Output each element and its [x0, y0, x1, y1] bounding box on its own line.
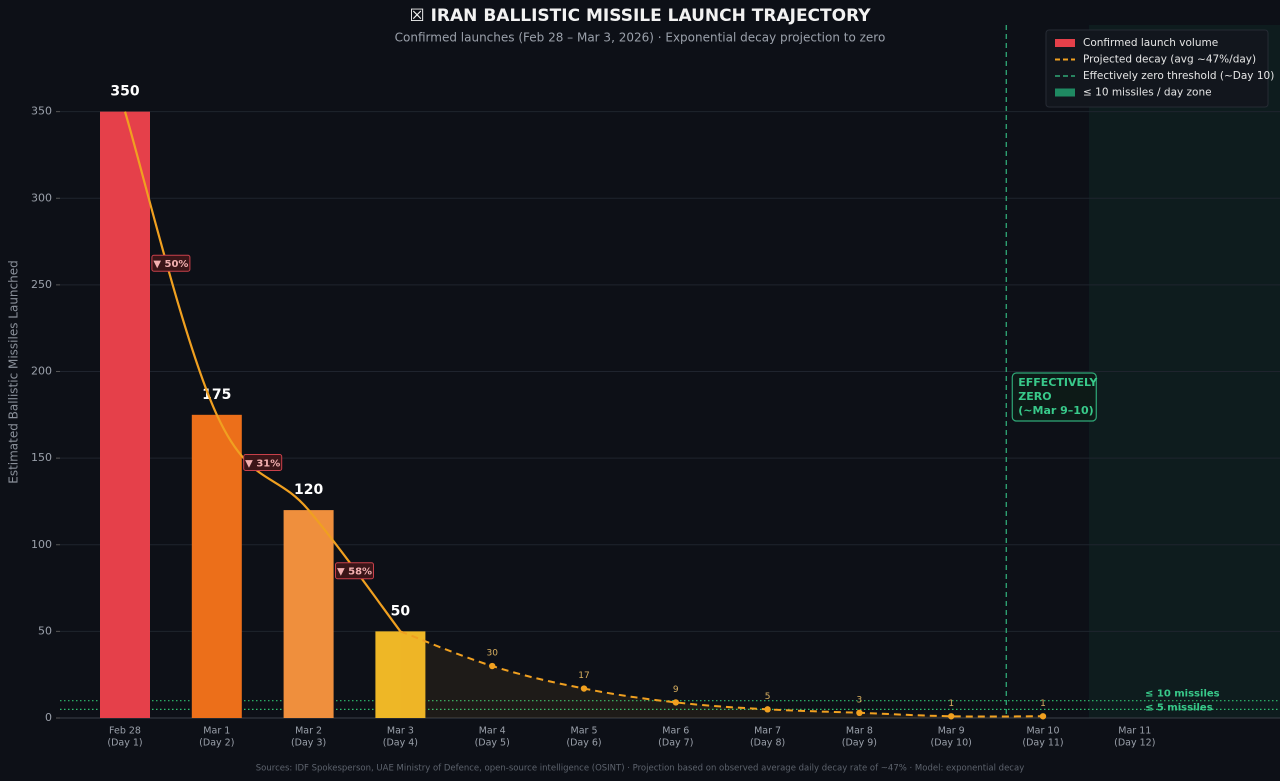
- projection-area: [400, 631, 1043, 718]
- projection-point: [764, 706, 771, 713]
- y-tick-label: 250: [31, 278, 52, 291]
- threshold-annotation: EFFECTIVELY: [1018, 376, 1098, 389]
- threshold-box: [1011, 372, 1097, 422]
- bar: [191, 414, 242, 718]
- drop-label: ▼ 50%: [153, 259, 188, 270]
- bar: [100, 111, 150, 718]
- x-tick-sublabel: (Day 7): [658, 738, 693, 749]
- x-tick-sublabel: (Day 11): [1022, 738, 1063, 749]
- bar: [283, 510, 334, 718]
- threshold-annotation: ZERO: [1018, 390, 1051, 403]
- legend-label: Effectively zero threshold (~Day 10): [1083, 70, 1274, 82]
- bar-value-label: 120: [294, 482, 323, 498]
- projection-point: [672, 699, 679, 706]
- y-tick-label: 200: [31, 365, 52, 378]
- x-tick-label: Mar 4: [479, 726, 506, 737]
- projection-point: [489, 662, 496, 670]
- legend-swatch: [1055, 88, 1075, 97]
- projection-value-label: 1: [948, 699, 954, 709]
- x-tick-label: Mar 10: [1026, 726, 1059, 737]
- x-tick-sublabel: (Day 2): [199, 738, 234, 749]
- x-tick-sublabel: (Day 1): [107, 738, 142, 749]
- x-tick-sublabel: (Day 8): [750, 738, 785, 749]
- x-tick-sublabel: (Day 5): [475, 738, 510, 749]
- projection-point: [1039, 713, 1047, 720]
- y-axis-label: Estimated Ballistic Missiles Launched: [7, 260, 21, 484]
- drop-label: ▼ 58%: [337, 567, 372, 578]
- y-tick-label: 50: [38, 624, 52, 637]
- y-tick-label: 350: [31, 105, 52, 118]
- projection-value-label: 5: [765, 692, 771, 702]
- projection-point: [580, 685, 588, 692]
- legend-label: Projected decay (avg ~47%/day): [1083, 54, 1256, 66]
- chart-title: ☒ IRAN BALLISTIC MISSILE LAUNCH TRAJECTO…: [409, 6, 871, 26]
- drop-label-box: [335, 562, 374, 580]
- x-tick-label: Mar 2: [295, 726, 322, 737]
- projection-point: [948, 713, 955, 720]
- x-tick-sublabel: (Day 12): [1114, 738, 1155, 749]
- projection-value-label: 30: [486, 649, 498, 659]
- x-tick-label: Mar 3: [387, 726, 414, 737]
- legend-label: Confirmed launch volume: [1083, 37, 1218, 49]
- x-tick-sublabel: (Day 6): [566, 738, 601, 749]
- reference-label: ≤ 10 missiles: [1145, 689, 1220, 700]
- y-tick-label: 0: [45, 711, 52, 724]
- bar-value-label: 50: [391, 603, 411, 619]
- drop-label-box: [151, 254, 191, 272]
- x-tick-sublabel: (Day 9): [842, 738, 877, 749]
- x-tick-sublabel: (Day 3): [291, 738, 326, 749]
- threshold-annotation: (~Mar 9–10): [1018, 404, 1093, 417]
- y-tick-label: 150: [31, 451, 52, 464]
- projection-value-label: 9: [673, 685, 679, 695]
- projection-value-label: 17: [578, 671, 589, 681]
- y-tick-label: 100: [31, 538, 52, 551]
- legend-box: [1045, 29, 1269, 108]
- projection-value-label: 1: [1040, 699, 1046, 709]
- x-tick-label: Mar 11: [1118, 726, 1151, 737]
- chart-subtitle: Confirmed launches (Feb 28 – Mar 3, 2026…: [395, 31, 886, 45]
- footer: Sources: IDF Spokesperson, UAE Ministry …: [256, 764, 1024, 774]
- drop-label: ▼ 31%: [245, 458, 280, 469]
- x-tick-label: Mar 1: [203, 726, 230, 737]
- projection-value-label: 3: [857, 695, 863, 705]
- x-tick-label: Mar 7: [754, 726, 781, 737]
- x-tick-label: Mar 8: [846, 726, 873, 737]
- drop-label-box: [243, 453, 283, 471]
- y-tick-label: 300: [31, 191, 52, 204]
- x-tick-label: Mar 5: [571, 726, 598, 737]
- x-tick-sublabel: (Day 4): [383, 738, 418, 749]
- x-tick-label: Mar 6: [662, 726, 689, 737]
- x-tick-label: Mar 9: [938, 726, 965, 737]
- bar: [375, 631, 426, 718]
- x-tick-sublabel: (Day 10): [931, 738, 972, 749]
- x-tick-label: Feb 28: [109, 726, 141, 737]
- projection-point: [856, 709, 863, 717]
- bar-value-label: 350: [110, 84, 139, 100]
- reference-label: ≤ 5 missiles: [1145, 702, 1213, 713]
- legend-swatch: [1055, 39, 1075, 47]
- legend-label: ≤ 10 missiles / day zone: [1083, 87, 1212, 99]
